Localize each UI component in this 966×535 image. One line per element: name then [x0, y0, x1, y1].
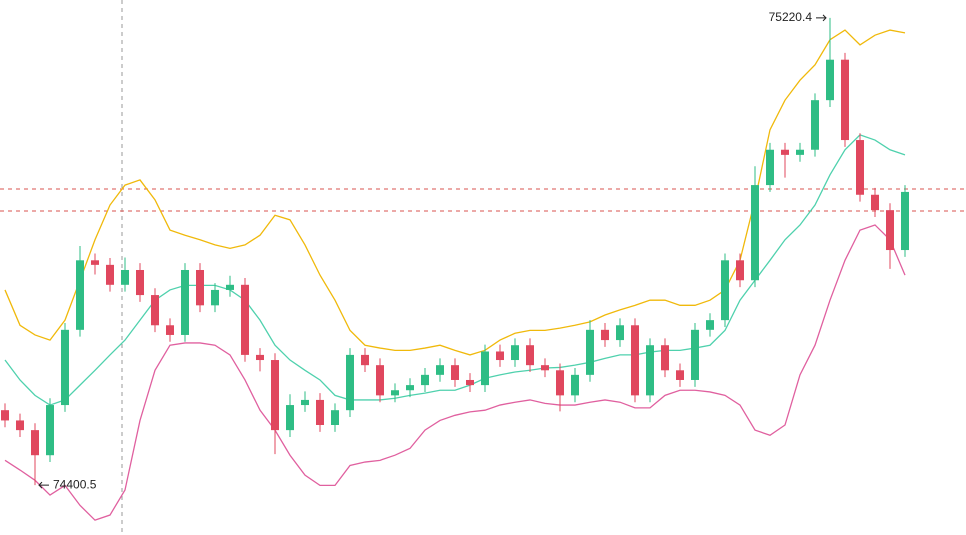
candle-body — [241, 284, 249, 355]
candle-body — [721, 260, 729, 321]
candle-body — [661, 345, 669, 371]
candle-body — [166, 325, 174, 335]
candle-body — [76, 260, 84, 330]
candle-body — [406, 385, 414, 391]
candle-body — [856, 140, 864, 195]
candle-body — [736, 260, 744, 281]
candle-body — [316, 399, 324, 425]
candle-body — [421, 374, 429, 386]
candle-body — [481, 351, 489, 386]
candle-body — [616, 325, 624, 341]
candle-body — [496, 351, 504, 361]
candle-body — [466, 379, 474, 386]
candle-body — [181, 269, 189, 335]
candle-body — [331, 410, 339, 425]
candle-body — [751, 185, 759, 281]
annotation: 75220.4 — [769, 10, 813, 24]
candle-body — [556, 370, 564, 396]
candle-body — [691, 329, 699, 380]
annotation-arrow — [38, 481, 49, 489]
candle-body — [511, 345, 519, 361]
candle-body — [586, 329, 594, 375]
candle-body — [16, 420, 24, 431]
candle-body — [766, 149, 774, 186]
annotation-arrow — [816, 14, 827, 22]
candle-body — [121, 269, 129, 285]
candle-body — [136, 269, 144, 296]
candle-body — [871, 194, 879, 211]
candle-body — [196, 269, 204, 306]
candle-body — [781, 149, 789, 155]
candle-body — [436, 365, 444, 375]
candle-body — [796, 149, 804, 155]
candle-body — [811, 100, 819, 150]
candle-body — [31, 430, 39, 456]
candle-body — [211, 289, 219, 306]
candle-body — [841, 59, 849, 141]
candle-body — [151, 295, 159, 326]
annotation: 74400.5 — [53, 477, 97, 491]
candle-body — [541, 365, 549, 371]
candle-body — [886, 210, 894, 251]
candle-body — [226, 284, 234, 290]
candle-body — [301, 399, 309, 406]
candle-body — [361, 354, 369, 366]
candle-body — [61, 329, 69, 406]
candle-body — [601, 329, 609, 341]
band-line — [4, 29, 906, 356]
candle-body — [91, 260, 99, 265]
candle-body — [676, 370, 684, 380]
candle-body — [451, 365, 459, 380]
candle-body — [106, 264, 114, 285]
candle-body — [271, 360, 279, 431]
candle-body — [376, 365, 384, 396]
candle-body — [646, 345, 654, 396]
candle-body — [46, 405, 54, 456]
candle-body — [526, 345, 534, 366]
candle-body — [571, 374, 579, 396]
candle-body — [706, 320, 714, 330]
candle-body — [391, 390, 399, 396]
candle-body — [256, 354, 264, 361]
candle-body — [346, 354, 354, 411]
candle-body — [826, 59, 834, 101]
candle-body — [901, 191, 909, 251]
candle-body — [631, 325, 639, 396]
candle-body — [1, 410, 9, 421]
candle-body — [286, 405, 294, 431]
band-line — [4, 224, 906, 521]
